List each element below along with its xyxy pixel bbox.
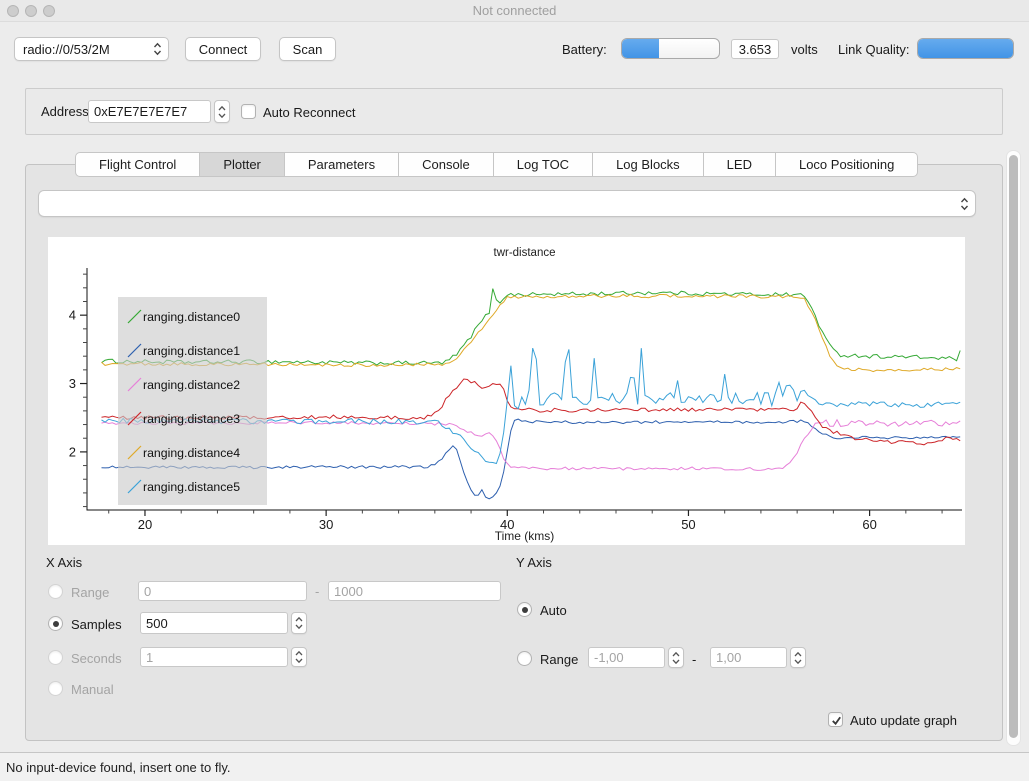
x-samples-field[interactable]: 500 [140, 612, 288, 634]
tab-log-toc[interactable]: Log TOC [494, 152, 593, 177]
checkmark-icon [830, 714, 843, 727]
stepper-arrows-icon [671, 650, 681, 666]
svg-text:30: 30 [319, 517, 333, 532]
address-field[interactable]: 0xE7E7E7E7E7 [88, 100, 211, 123]
x-range-max-field[interactable]: 1000 [328, 581, 501, 601]
connect-button[interactable]: Connect [185, 37, 261, 61]
plot-config-selector[interactable] [38, 190, 976, 217]
address-stepper[interactable] [214, 100, 230, 123]
plot-area[interactable]: 2030405060234twr-distanceTime (kms)rangi… [48, 237, 965, 545]
stepper-arrows-icon [294, 615, 304, 631]
auto-update-graph-checkbox[interactable] [828, 712, 843, 727]
tab-loco-positioning[interactable]: Loco Positioning [776, 152, 918, 177]
y-range-separator: - [692, 652, 696, 667]
auto-update-graph-label: Auto update graph [850, 713, 957, 728]
svg-text:ranging.distance2: ranging.distance2 [143, 378, 240, 392]
status-message: No input-device found, insert one to fly… [6, 760, 231, 775]
x-seconds-stepper[interactable] [291, 647, 307, 667]
twr-distance-chart: 2030405060234twr-distanceTime (kms)rangi… [48, 237, 965, 545]
svg-text:Time (kms): Time (kms) [495, 529, 555, 543]
chevron-updown-icon [959, 195, 970, 213]
svg-text:20: 20 [138, 517, 152, 532]
voltage-value: 3.653 [731, 39, 779, 59]
link-quality-label: Link Quality: [838, 42, 910, 57]
svg-text:ranging.distance5: ranging.distance5 [143, 480, 240, 494]
link-quality-progressbar [917, 38, 1014, 59]
volts-label: volts [791, 42, 818, 57]
interface-uri: radio://0/53/2M [23, 42, 110, 57]
y-range-min-field[interactable]: -1,00 [588, 647, 665, 668]
link-quality-progress-fill [918, 39, 1013, 58]
y-range-label: Range [540, 652, 578, 667]
svg-text:ranging.distance3: ranging.distance3 [143, 412, 240, 426]
svg-text:ranging.distance4: ranging.distance4 [143, 446, 240, 460]
connection-panel: Address: 0xE7E7E7E7E7 Auto Reconnect [25, 88, 1003, 135]
status-bar: No input-device found, insert one to fly… [0, 752, 1029, 781]
scan-button[interactable]: Scan [279, 37, 336, 61]
x-range-radio[interactable] [48, 584, 63, 599]
svg-text:2: 2 [69, 444, 76, 459]
x-samples-label: Samples [71, 617, 122, 632]
y-range-max-field[interactable]: 1,00 [710, 647, 787, 668]
y-auto-label: Auto [540, 603, 567, 618]
y-axis-title: Y Axis [516, 555, 552, 570]
tab-bar: Flight ControlPlotterParametersConsoleLo… [75, 152, 918, 177]
x-manual-label: Manual [71, 682, 114, 697]
battery-label: Battery: [562, 42, 607, 57]
vertical-scrollbar[interactable] [1006, 150, 1021, 746]
y-auto-radio[interactable] [517, 602, 532, 617]
stepper-arrows-icon [793, 650, 803, 666]
tab-led[interactable]: LED [704, 152, 776, 177]
chevron-updown-icon [152, 41, 163, 57]
svg-text:60: 60 [862, 517, 876, 532]
stepper-arrows-icon [294, 649, 304, 665]
svg-text:ranging.distance0: ranging.distance0 [143, 310, 240, 324]
x-range-label: Range [71, 585, 109, 600]
window-title: Not connected [0, 3, 1029, 18]
x-axis-title: X Axis [46, 555, 82, 570]
auto-reconnect-label: Auto Reconnect [263, 105, 356, 120]
tab-parameters[interactable]: Parameters [285, 152, 399, 177]
y-range-min-stepper[interactable] [668, 647, 684, 668]
svg-text:4: 4 [69, 308, 76, 323]
y-range-max-stepper[interactable] [790, 647, 806, 668]
svg-text:ranging.distance1: ranging.distance1 [143, 344, 240, 358]
x-seconds-radio[interactable] [48, 650, 63, 665]
titlebar: Not connected [0, 0, 1029, 22]
battery-progressbar [621, 38, 720, 59]
tab-plotter[interactable]: Plotter [200, 152, 285, 177]
svg-text:50: 50 [681, 517, 695, 532]
scrollbar-thumb[interactable] [1009, 155, 1018, 738]
x-samples-stepper[interactable] [291, 612, 307, 634]
y-range-radio[interactable] [517, 651, 532, 666]
x-manual-radio[interactable] [48, 681, 63, 696]
svg-text:twr-distance: twr-distance [494, 247, 556, 259]
stepper-arrows-icon [217, 104, 227, 120]
chart-legend: ranging.distance0 ranging.distance1 rangin… [118, 297, 267, 505]
tab-console[interactable]: Console [399, 152, 494, 177]
x-samples-radio[interactable] [48, 616, 63, 631]
app-window: Not connected radio://0/53/2M Connect Sc… [0, 0, 1029, 781]
address-label: Address: [41, 104, 92, 119]
battery-progress-fill [622, 39, 659, 58]
interface-selector[interactable]: radio://0/53/2M [14, 37, 169, 61]
svg-text:3: 3 [69, 376, 76, 391]
tab-log-blocks[interactable]: Log Blocks [593, 152, 704, 177]
tab-flight-control[interactable]: Flight Control [75, 152, 200, 177]
x-seconds-label: Seconds [71, 651, 122, 666]
x-seconds-field[interactable]: 1 [140, 647, 288, 667]
auto-reconnect-checkbox[interactable] [241, 104, 256, 119]
x-range-min-field[interactable]: 0 [138, 581, 307, 601]
x-range-separator: - [315, 584, 319, 599]
